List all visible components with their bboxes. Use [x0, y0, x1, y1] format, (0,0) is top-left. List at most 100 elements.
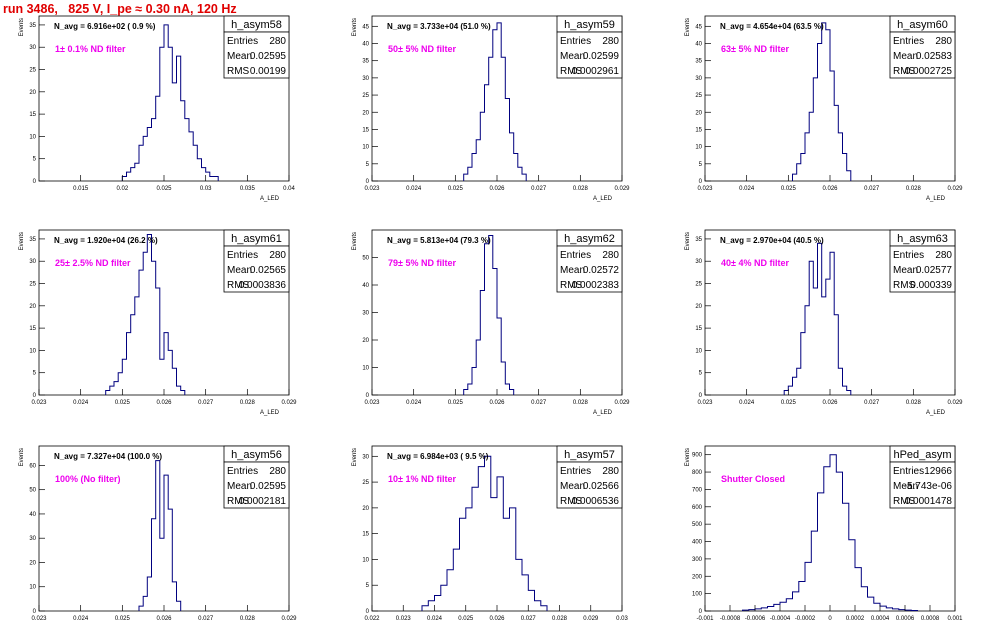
y-tick-label: 25: [29, 282, 36, 288]
x-tick-label: 0.026: [822, 400, 838, 406]
x-tick-label: 0.023: [31, 616, 47, 622]
stats-entries-value: 12966: [924, 466, 952, 477]
stats-rms-label: RMS: [227, 66, 250, 77]
stats-mean-value: 0.02595: [250, 481, 287, 492]
histogram-line: [742, 454, 918, 611]
y-axis-label: Events: [685, 18, 691, 36]
x-tick-label: 0.023: [364, 186, 380, 192]
stats-mean-value: 0.02599: [583, 51, 620, 62]
x-tick-label: 0.026: [822, 186, 838, 192]
stats-rms-label: RMS: [893, 66, 916, 77]
stats-entries-label: Entries: [893, 36, 924, 47]
y-tick-label: 400: [692, 540, 703, 546]
stats-panel: [223, 245, 290, 293]
stats-box: h_asym56 Entries 280 Mean0.02595RMS0.000218…: [223, 445, 290, 509]
x-tick-label: 0.0006: [896, 616, 915, 622]
filter-annotation: 50± 5% ND filter: [388, 44, 456, 54]
x-tick-label: 0.027: [531, 400, 547, 406]
navg-text: N_avg = 6.984e+03 ( 9.5 %): [387, 452, 489, 461]
stats-entries-label: Entries: [893, 466, 924, 477]
x-tick-label: 0.028: [906, 186, 922, 192]
x-tick-label: -0.0004: [770, 616, 791, 622]
y-tick-label: 40: [29, 512, 36, 518]
histogram-name: h_asym61: [231, 233, 282, 245]
y-tick-label: 10: [362, 145, 369, 151]
x-tick-label: 0: [828, 616, 832, 622]
y-tick-label: 15: [29, 326, 36, 332]
y-tick-label: 30: [362, 76, 369, 82]
stats-box: h_asym57 Entries 280 Mean0.02566RMS0.000653…: [556, 445, 623, 509]
x-tick-label: -0.0006: [745, 616, 766, 622]
x-tick-label: 0.028: [240, 400, 256, 406]
y-axis-label: Events: [19, 232, 25, 250]
x-tick-label: 0.025: [448, 186, 464, 192]
filter-annotation: 25± 2.5% ND filter: [55, 258, 131, 268]
stats-rms-value: 0.0002725: [905, 66, 953, 77]
stats-panel: [223, 31, 290, 79]
x-tick-label: 0.035: [240, 186, 256, 192]
x-tick-label: 0.028: [573, 400, 589, 406]
x-tick-label: 0.025: [115, 616, 131, 622]
y-tick-label: 200: [692, 574, 703, 580]
x-tick-label: 0.027: [531, 186, 547, 192]
x-tick-label: 0.03: [200, 186, 212, 192]
y-axis-label: Events: [352, 232, 358, 250]
navg-text: N_avg = 3.733e+04 (51.0 %): [387, 22, 491, 31]
histogram-name: h_asym57: [564, 449, 615, 461]
x-axis-label: A_LED: [926, 410, 946, 416]
y-tick-label: 25: [29, 68, 36, 74]
y-tick-label: 300: [692, 557, 703, 563]
y-tick-label: 0: [33, 393, 37, 399]
x-tick-label: 0.028: [240, 616, 256, 622]
stats-mean-value: 0.02566: [583, 481, 620, 492]
y-tick-label: 45: [362, 24, 369, 30]
stats-rms-label: RMS: [893, 280, 916, 291]
stats-panel: [556, 461, 623, 509]
x-tick-label: 0.024: [406, 186, 422, 192]
y-tick-label: 20: [695, 304, 702, 310]
y-tick-label: 15: [695, 326, 702, 332]
stats-panel: [556, 31, 623, 79]
stats-entries-label: Entries: [227, 466, 258, 477]
x-tick-label: 0.029: [947, 186, 963, 192]
x-tick-label: 0.0004: [871, 616, 890, 622]
stats-entries-label: Entries: [893, 250, 924, 261]
y-tick-label: 25: [695, 93, 702, 99]
navg-text: N_avg = 2.970e+04 (40.5 %): [720, 236, 824, 245]
navg-text: N_avg = 6.916e+02 ( 0.9 %): [54, 22, 156, 31]
stats-mean-value: 0.02595: [250, 51, 287, 62]
stats-entries-value: 280: [602, 250, 619, 261]
x-tick-label: 0.022: [364, 616, 380, 622]
y-tick-label: 5: [366, 583, 370, 589]
histogram-line: [121, 24, 219, 181]
y-tick-label: 10: [29, 348, 36, 354]
stats-entries-value: 280: [602, 466, 619, 477]
y-tick-label: 0: [366, 609, 370, 615]
stats-rms-value: 0.0002383: [572, 280, 620, 291]
x-axis-label: A_LED: [593, 410, 613, 416]
stats-rms-label: RMS: [227, 496, 250, 507]
stats-entries-label: Entries: [560, 466, 591, 477]
y-tick-label: 5: [33, 157, 37, 163]
stats-rms-value: 0.00199: [250, 66, 287, 77]
y-tick-label: 20: [362, 338, 369, 344]
stats-rms-label: RMS: [893, 496, 916, 507]
x-tick-label: -0.001: [696, 616, 714, 622]
stats-mean-label: Mean: [560, 265, 585, 276]
x-tick-label: 0.025: [448, 400, 464, 406]
histogram-name: h_asym62: [564, 233, 615, 245]
stats-rms-value: 0.0001478: [905, 496, 953, 507]
x-tick-label: 0.024: [406, 400, 422, 406]
histogram-panel-h_asym56: 0.023 0.024 0.025 0.026 0.027 0.028 0.029 0 10 20…: [19, 445, 297, 622]
y-axis-label: Events: [685, 448, 691, 466]
x-tick-label: 0.023: [31, 400, 47, 406]
y-tick-label: 25: [695, 282, 702, 288]
y-tick-label: 5: [33, 371, 37, 377]
x-tick-label: 0.026: [489, 616, 505, 622]
stats-rms-value: 0.0002961: [572, 66, 620, 77]
stats-entries-label: Entries: [227, 36, 258, 47]
y-tick-label: 30: [695, 76, 702, 82]
stats-rms-value: 0.000339: [910, 280, 952, 291]
stats-entries-label: Entries: [560, 36, 591, 47]
